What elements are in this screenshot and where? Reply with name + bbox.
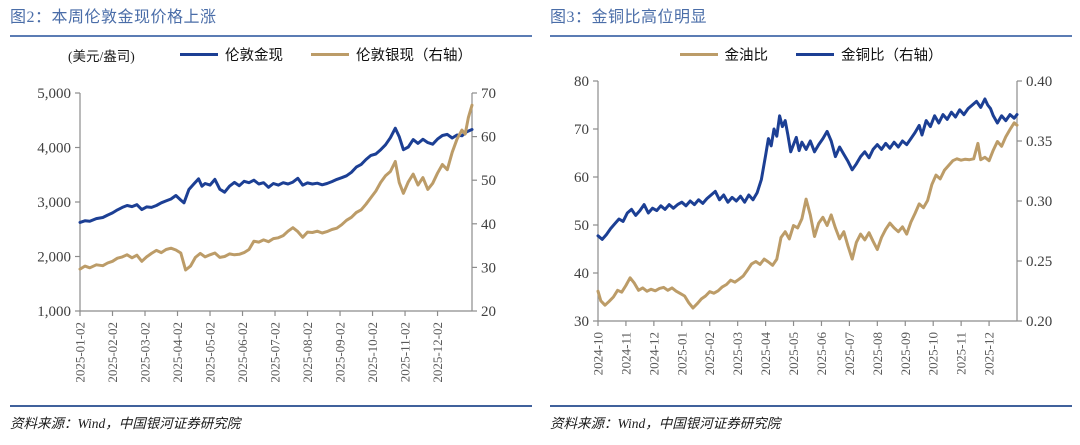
figure-2-title: 图2：本周伦敦金现价格上涨 <box>10 8 532 37</box>
figure-3-legend-item-gold-copper: 金铜比（右轴） <box>796 44 943 65</box>
svg-text:4,000: 4,000 <box>37 141 71 157</box>
svg-text:1,000: 1,000 <box>37 304 71 320</box>
svg-text:50: 50 <box>574 218 589 234</box>
figure-2-axis-unit-label: (美元/盎司) <box>68 49 135 64</box>
svg-text:2025-01-02: 2025-01-02 <box>73 322 88 383</box>
svg-text:2025-02-02: 2025-02-02 <box>105 322 120 383</box>
svg-text:20: 20 <box>481 304 496 320</box>
figure-2-legend-row: (美元/盎司) 伦敦金现 伦敦银现（右轴） <box>10 37 532 71</box>
svg-text:40: 40 <box>574 266 589 282</box>
svg-text:0.25: 0.25 <box>1026 254 1052 270</box>
figure-3-block: 图3：金铜比高位明显 金油比 金铜比（右轴） 80 70 60 50 40 30 0.40 0… <box>540 0 1080 445</box>
figure-3-line-chart: 80 70 60 50 40 30 0.40 0.35 0.30 0.25 0.20 2024-10 2… <box>574 74 1052 376</box>
svg-text:2025-10-02: 2025-10-02 <box>365 322 380 383</box>
svg-text:50: 50 <box>481 173 496 189</box>
svg-text:2025-10: 2025-10 <box>926 332 941 375</box>
svg-text:2024-10: 2024-10 <box>591 332 606 375</box>
svg-text:2025-09-02: 2025-09-02 <box>333 322 348 383</box>
svg-text:5,000: 5,000 <box>37 86 71 102</box>
svg-text:2025-11-02: 2025-11-02 <box>398 322 413 382</box>
svg-text:2025-06-02: 2025-06-02 <box>235 322 250 383</box>
figure-2-block: 图2：本周伦敦金现价格上涨 (美元/盎司) 伦敦金现 伦敦银现（右轴） 5,00… <box>10 8 532 432</box>
gold-oil-line-swatch <box>679 52 718 56</box>
svg-text:2,000: 2,000 <box>37 250 71 266</box>
svg-text:70: 70 <box>481 86 496 102</box>
svg-text:2025-07-02: 2025-07-02 <box>268 322 283 383</box>
figure-3-title: 图3：金铜比高位明显 <box>550 8 1072 37</box>
svg-text:2025-06: 2025-06 <box>814 332 829 376</box>
svg-text:2025-09: 2025-09 <box>898 332 913 375</box>
gold-copper-line-swatch <box>796 52 834 56</box>
svg-text:0.40: 0.40 <box>1026 74 1052 90</box>
svg-text:0.30: 0.30 <box>1026 194 1052 210</box>
figure-3-legend-row: 金油比 金铜比（右轴） <box>550 37 1072 71</box>
svg-text:60: 60 <box>574 170 589 186</box>
figure-3-legend-label-gold-oil: 金油比 <box>724 47 769 64</box>
figure-2-legend-item-silver: 伦敦银现（右轴） <box>311 44 472 65</box>
svg-text:2025-03: 2025-03 <box>730 332 745 375</box>
silver-line-swatch <box>311 52 349 56</box>
figure-2-legend-item-gold: 伦敦金现 <box>180 44 283 65</box>
svg-text:30: 30 <box>481 260 496 276</box>
svg-text:2025-07: 2025-07 <box>842 332 857 376</box>
svg-text:2025-08: 2025-08 <box>870 332 885 375</box>
svg-text:0.35: 0.35 <box>1026 134 1052 150</box>
svg-text:2025-03-02: 2025-03-02 <box>138 322 153 383</box>
svg-text:2024-11: 2024-11 <box>618 332 633 375</box>
svg-text:2025-04: 2025-04 <box>758 332 773 376</box>
gold-line-swatch <box>180 52 218 56</box>
svg-text:80: 80 <box>574 74 589 90</box>
svg-text:30: 30 <box>574 314 589 330</box>
svg-text:2025-02: 2025-02 <box>702 332 717 375</box>
svg-text:2025-12-02: 2025-12-02 <box>430 322 445 383</box>
figure-2-line-chart: 5,000 4,000 3,000 2,000 1,000 70 60 50 40 30 20 202… <box>37 86 496 383</box>
figure-2-legend-label-gold: 伦敦金现 <box>225 47 283 64</box>
svg-text:2025-11: 2025-11 <box>954 332 969 375</box>
svg-text:70: 70 <box>574 122 589 138</box>
svg-text:2025-08-02: 2025-08-02 <box>300 322 315 383</box>
figure-3-legend-item-gold-oil: 金油比 <box>679 44 769 65</box>
svg-text:3,000: 3,000 <box>37 195 71 211</box>
svg-text:2025-05: 2025-05 <box>786 332 801 375</box>
svg-text:0.20: 0.20 <box>1026 314 1052 330</box>
svg-text:40: 40 <box>481 217 496 233</box>
svg-text:2025-04-02: 2025-04-02 <box>170 322 185 383</box>
figure-2-source-note: 资料来源：Wind，中国银河证券研究院 <box>10 405 532 432</box>
svg-text:2025-01: 2025-01 <box>674 332 689 375</box>
svg-text:2025-12: 2025-12 <box>982 332 997 375</box>
svg-text:2025-05-02: 2025-05-02 <box>203 322 218 383</box>
svg-text:2024-12: 2024-12 <box>646 332 661 375</box>
figure-3-source-note: 资料来源：Wind，中国银河证券研究院 <box>550 405 1072 432</box>
figure-3-legend-label-gold-copper: 金铜比（右轴） <box>841 47 943 64</box>
figure-2-legend-label-silver: 伦敦银现（右轴） <box>356 47 472 64</box>
svg-text:60: 60 <box>481 130 496 146</box>
